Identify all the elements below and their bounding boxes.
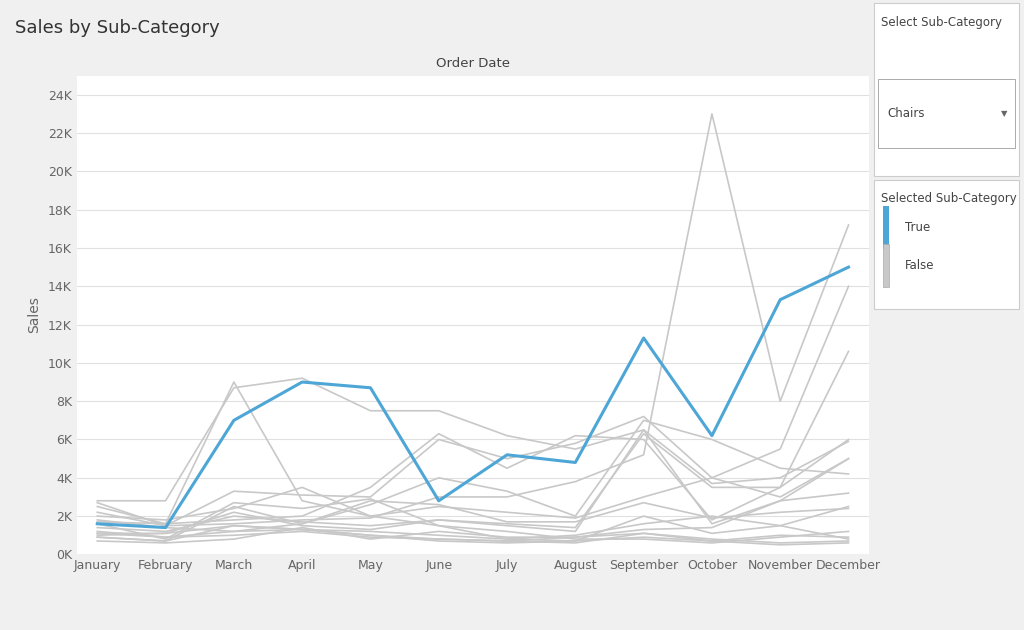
Title: Order Date: Order Date <box>436 57 510 71</box>
Text: Sales by Sub-Category: Sales by Sub-Category <box>15 19 220 37</box>
Text: Chairs: Chairs <box>888 107 925 120</box>
Bar <box>883 244 890 287</box>
Text: Selected Sub-Category: Selected Sub-Category <box>882 192 1017 205</box>
FancyBboxPatch shape <box>873 3 1019 176</box>
Text: ▼: ▼ <box>1000 109 1007 118</box>
FancyBboxPatch shape <box>878 79 1016 148</box>
FancyBboxPatch shape <box>873 180 1019 309</box>
Text: True: True <box>905 221 930 234</box>
Y-axis label: Sales: Sales <box>27 297 41 333</box>
Text: Select Sub-Category: Select Sub-Category <box>882 16 1002 29</box>
Text: False: False <box>905 259 935 272</box>
Bar <box>883 206 890 249</box>
